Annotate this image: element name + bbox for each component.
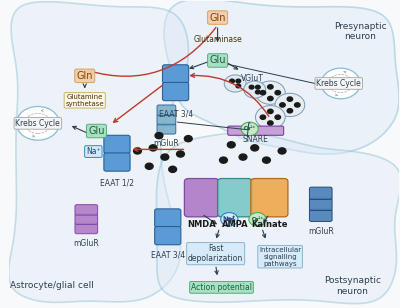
FancyBboxPatch shape xyxy=(155,209,181,227)
Text: Ca²⁺: Ca²⁺ xyxy=(251,217,264,222)
Text: EAAT 1/2: EAAT 1/2 xyxy=(100,179,134,188)
Text: Glu: Glu xyxy=(88,126,105,136)
Text: Glutamine
synthetase: Glutamine synthetase xyxy=(66,94,104,107)
FancyBboxPatch shape xyxy=(75,214,98,225)
Circle shape xyxy=(249,213,266,226)
Text: mGluR: mGluR xyxy=(74,239,99,248)
Circle shape xyxy=(134,148,141,154)
Circle shape xyxy=(278,148,286,154)
Text: Gln: Gln xyxy=(76,71,93,81)
Circle shape xyxy=(260,115,266,120)
Circle shape xyxy=(155,132,163,139)
Circle shape xyxy=(224,75,246,92)
Text: Kainate: Kainate xyxy=(251,220,288,229)
FancyBboxPatch shape xyxy=(104,135,130,154)
Text: Action potential: Action potential xyxy=(191,283,252,292)
Circle shape xyxy=(239,154,247,160)
Text: Glu: Glu xyxy=(209,55,226,66)
FancyBboxPatch shape xyxy=(75,223,98,234)
FancyBboxPatch shape xyxy=(162,65,189,83)
Circle shape xyxy=(236,79,241,83)
FancyBboxPatch shape xyxy=(157,105,176,116)
Circle shape xyxy=(241,122,258,136)
Circle shape xyxy=(244,81,266,98)
FancyBboxPatch shape xyxy=(228,126,284,135)
Circle shape xyxy=(321,68,360,99)
Circle shape xyxy=(275,91,280,95)
Circle shape xyxy=(256,106,285,129)
Circle shape xyxy=(260,91,266,95)
Circle shape xyxy=(176,151,184,157)
FancyBboxPatch shape xyxy=(104,153,130,171)
Circle shape xyxy=(280,103,285,107)
Text: Presynaptic
neuron: Presynaptic neuron xyxy=(334,22,386,41)
PathPatch shape xyxy=(156,132,400,304)
Text: Krebs Cycle: Krebs Cycle xyxy=(316,79,361,88)
Text: Na⁺: Na⁺ xyxy=(86,147,101,156)
Circle shape xyxy=(256,90,260,94)
Circle shape xyxy=(256,81,285,104)
Circle shape xyxy=(287,109,293,113)
FancyBboxPatch shape xyxy=(162,83,189,101)
Text: Ca²⁺: Ca²⁺ xyxy=(244,126,256,131)
FancyBboxPatch shape xyxy=(184,179,219,217)
Circle shape xyxy=(268,109,273,114)
Text: EAAT 3/4: EAAT 3/4 xyxy=(151,251,185,260)
Circle shape xyxy=(262,157,270,163)
Text: Fast
depolarization: Fast depolarization xyxy=(188,244,243,263)
Text: Na⁺: Na⁺ xyxy=(223,216,236,222)
FancyBboxPatch shape xyxy=(155,226,181,245)
Text: Krebs Cycle: Krebs Cycle xyxy=(16,119,60,128)
Circle shape xyxy=(268,121,273,125)
Circle shape xyxy=(227,142,235,148)
FancyBboxPatch shape xyxy=(310,198,332,210)
Circle shape xyxy=(149,145,157,151)
Circle shape xyxy=(230,79,234,83)
Text: Na⁺: Na⁺ xyxy=(224,217,235,222)
FancyBboxPatch shape xyxy=(157,124,176,134)
PathPatch shape xyxy=(164,0,399,154)
FancyBboxPatch shape xyxy=(310,209,332,221)
Text: Ca²⁺: Ca²⁺ xyxy=(244,126,256,131)
Text: mGluR: mGluR xyxy=(308,227,334,236)
Circle shape xyxy=(294,103,300,107)
PathPatch shape xyxy=(8,2,188,302)
Circle shape xyxy=(251,145,259,151)
Circle shape xyxy=(268,96,273,101)
Circle shape xyxy=(169,166,176,172)
Circle shape xyxy=(220,157,227,163)
Circle shape xyxy=(287,97,293,101)
FancyBboxPatch shape xyxy=(75,205,98,215)
Text: AMPA: AMPA xyxy=(222,220,248,229)
Circle shape xyxy=(275,93,305,117)
FancyBboxPatch shape xyxy=(218,179,252,217)
Text: NMDA: NMDA xyxy=(187,220,216,229)
Text: EAAT 3/4: EAAT 3/4 xyxy=(159,110,193,119)
Text: Astrocyte/glial cell: Astrocyte/glial cell xyxy=(10,281,94,290)
Circle shape xyxy=(275,115,280,120)
Text: Glutaminase: Glutaminase xyxy=(193,34,242,43)
Circle shape xyxy=(161,154,169,160)
Text: Intracellular
signalling
pathways: Intracellular signalling pathways xyxy=(259,247,301,267)
Circle shape xyxy=(249,85,254,89)
Circle shape xyxy=(16,107,59,140)
Text: Gln: Gln xyxy=(209,13,226,22)
Text: Postsynaptic
neuron: Postsynaptic neuron xyxy=(324,276,381,296)
Text: VGluT: VGluT xyxy=(241,74,264,83)
FancyBboxPatch shape xyxy=(157,114,176,125)
Text: Ca²⁺: Ca²⁺ xyxy=(251,217,264,222)
FancyBboxPatch shape xyxy=(310,187,332,199)
Circle shape xyxy=(256,85,260,89)
Circle shape xyxy=(221,213,238,226)
Circle shape xyxy=(145,163,153,169)
Circle shape xyxy=(236,84,241,88)
Text: SNARE: SNARE xyxy=(243,135,269,144)
Circle shape xyxy=(184,136,192,142)
Text: mGluR: mGluR xyxy=(154,139,179,148)
FancyBboxPatch shape xyxy=(251,179,288,217)
Circle shape xyxy=(268,85,273,89)
